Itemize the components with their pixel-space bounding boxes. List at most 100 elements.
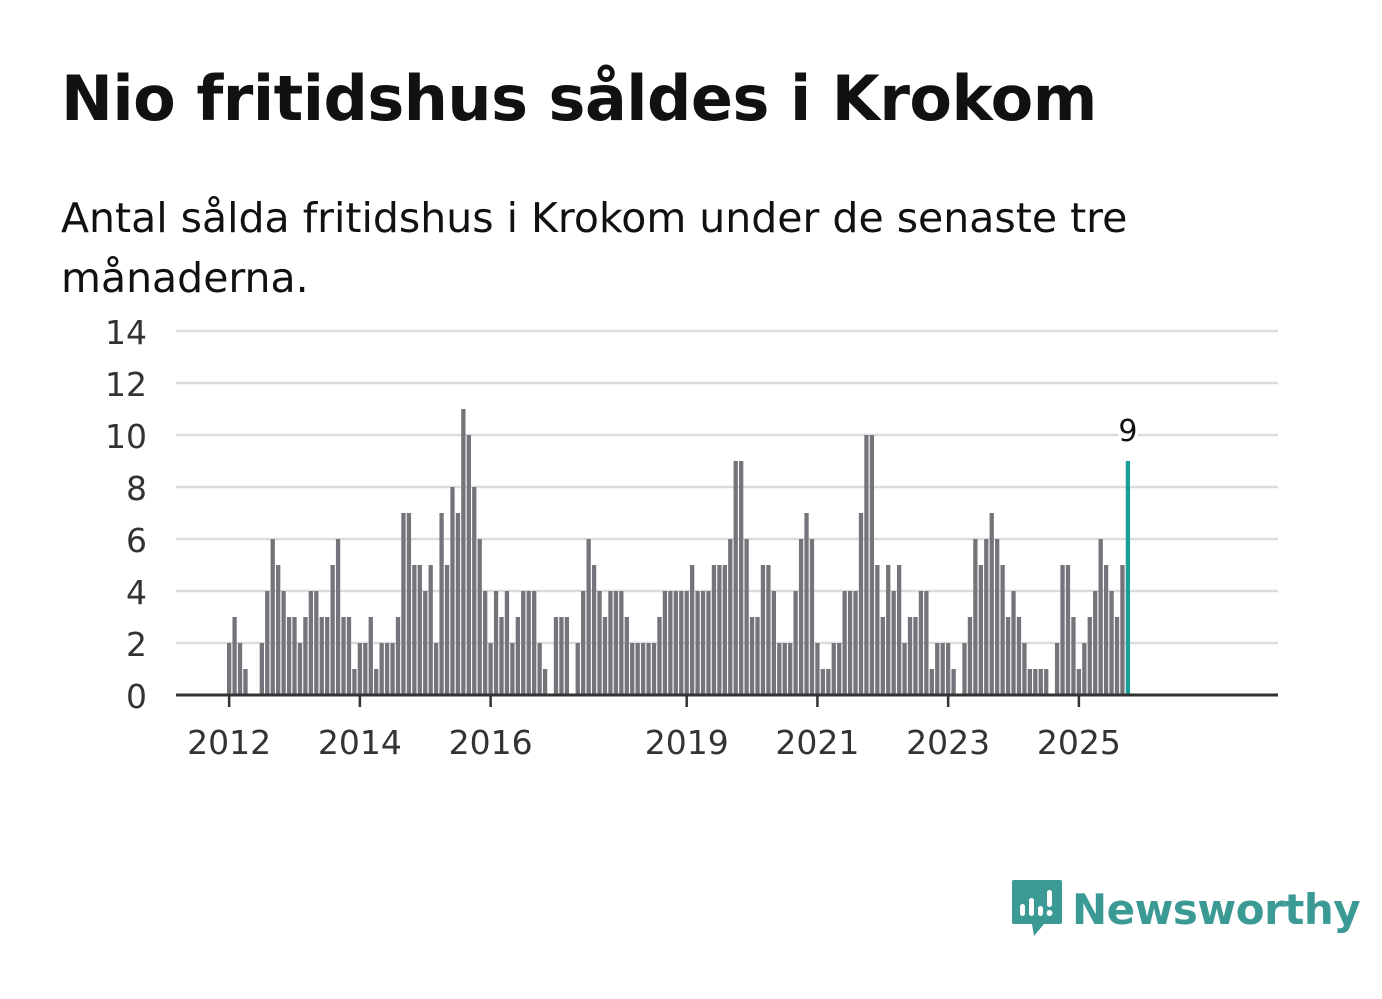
bar — [635, 643, 640, 695]
bar — [929, 669, 934, 695]
x-tick-label: 2025 — [1037, 723, 1121, 762]
bar — [831, 643, 836, 695]
bar — [493, 591, 499, 695]
bar — [1114, 617, 1120, 695]
x-tick-label: 2016 — [449, 723, 533, 762]
data-labels: 9 — [1115, 411, 1140, 452]
bar — [706, 591, 711, 695]
bar — [940, 643, 945, 695]
bar — [412, 565, 417, 695]
bar — [907, 617, 913, 695]
y-tick-label: 8 — [126, 469, 147, 508]
bar — [237, 643, 243, 695]
bar — [292, 617, 297, 695]
bar — [935, 643, 940, 695]
bar — [379, 643, 384, 695]
bar — [782, 643, 787, 695]
bar — [967, 617, 973, 695]
highlight-bar — [1125, 461, 1131, 695]
bar — [450, 487, 455, 695]
bar — [1054, 643, 1060, 695]
bar — [1033, 669, 1038, 695]
bar — [1027, 669, 1033, 695]
bar — [1022, 643, 1027, 695]
bar — [1082, 643, 1087, 695]
bar — [695, 591, 700, 695]
bar — [597, 591, 602, 695]
bar — [722, 565, 727, 695]
bar — [439, 513, 444, 695]
bar — [1098, 539, 1103, 695]
newsworthy-logo-icon — [1012, 880, 1062, 936]
bar — [532, 591, 537, 695]
bar — [826, 669, 831, 695]
bar — [624, 617, 629, 695]
bar — [488, 643, 493, 695]
y-tick-label: 10 — [105, 417, 147, 456]
bar — [896, 565, 902, 695]
bar — [749, 617, 755, 695]
bar — [668, 591, 673, 695]
bar — [341, 617, 346, 695]
bar — [363, 643, 368, 695]
bar — [798, 539, 804, 695]
bar — [662, 591, 668, 695]
x-tick-label: 2012 — [187, 723, 271, 762]
bar — [526, 591, 531, 695]
bar — [869, 435, 875, 695]
bar — [504, 591, 510, 695]
x-tick-label: 2019 — [645, 723, 729, 762]
bar — [433, 643, 439, 695]
bar — [613, 591, 619, 695]
bar — [227, 643, 232, 695]
bar — [673, 591, 678, 695]
bar — [880, 617, 885, 695]
y-tick-label: 12 — [105, 365, 147, 404]
bar — [259, 643, 264, 695]
bar — [717, 565, 722, 695]
bar — [853, 591, 858, 695]
bar — [368, 617, 373, 695]
chart-title: Nio fritidshus såldes i Krokom — [61, 62, 1097, 135]
bar — [325, 617, 330, 695]
data-label-latest: 9 — [1118, 414, 1137, 449]
bar — [390, 643, 395, 695]
bar — [602, 617, 608, 695]
bar — [564, 617, 570, 695]
bar — [477, 539, 482, 695]
bar — [1038, 669, 1043, 695]
bar — [820, 669, 826, 695]
bar — [417, 565, 422, 695]
bar — [521, 591, 526, 695]
bar — [286, 617, 292, 695]
bar — [265, 591, 270, 695]
bar — [913, 617, 918, 695]
bars — [227, 409, 1131, 695]
bar — [1087, 617, 1092, 695]
bar — [689, 565, 695, 695]
bar — [804, 513, 809, 695]
brand-logo: Newsworthy — [1010, 878, 1361, 940]
bar — [559, 617, 564, 695]
y-tick-label: 6 — [126, 521, 147, 560]
bar — [455, 513, 461, 695]
bar — [891, 591, 896, 695]
bar — [423, 591, 428, 695]
bar — [472, 487, 477, 695]
bar — [444, 565, 450, 695]
bar — [1076, 669, 1082, 695]
bar — [886, 565, 891, 695]
bar — [374, 669, 379, 695]
bar — [270, 539, 275, 695]
bar — [243, 669, 248, 695]
bar — [276, 565, 281, 695]
bar — [788, 643, 793, 695]
bar — [766, 565, 771, 695]
bar — [461, 409, 466, 695]
bar — [951, 669, 956, 695]
bar — [630, 643, 635, 695]
bar — [1103, 565, 1109, 695]
bar — [1011, 591, 1016, 695]
bar — [1044, 669, 1049, 695]
